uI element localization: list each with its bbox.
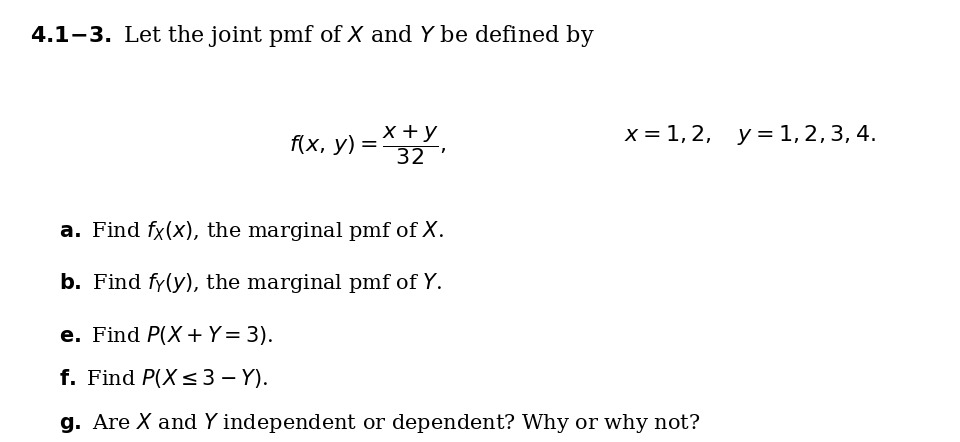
Text: $\mathbf{e.}$ Find $P(X + Y = 3)$.: $\mathbf{e.}$ Find $P(X + Y = 3)$.: [59, 324, 274, 347]
Text: $\mathbf{a.}$ Find $f_X(x)$, the marginal pmf of $X$.: $\mathbf{a.}$ Find $f_X(x)$, the margina…: [59, 219, 444, 243]
Text: $\mathbf{4.1\mathbf{-}3.}$ Let the joint pmf of $X$ and $Y$ be defined by: $\mathbf{4.1\mathbf{-}3.}$ Let the joint…: [30, 23, 595, 49]
Text: $\mathbf{g.}$ Are $X$ and $Y$ independent or dependent? Why or why not?: $\mathbf{g.}$ Are $X$ and $Y$ independen…: [59, 411, 700, 435]
Text: $\mathbf{f.}$ Find $P(X \leq 3 - Y)$.: $\mathbf{f.}$ Find $P(X \leq 3 - Y)$.: [59, 367, 269, 390]
Text: $x = 1, 2, \quad y = 1, 2, 3, 4.$: $x = 1, 2, \quad y = 1, 2, 3, 4.$: [624, 123, 876, 147]
Text: $f(x,\, y) = \dfrac{x + y}{32},$: $f(x,\, y) = \dfrac{x + y}{32},$: [289, 123, 445, 168]
Text: $\mathbf{b.}$ Find $f_Y(y)$, the marginal pmf of $Y$.: $\mathbf{b.}$ Find $f_Y(y)$, the margina…: [59, 271, 442, 296]
